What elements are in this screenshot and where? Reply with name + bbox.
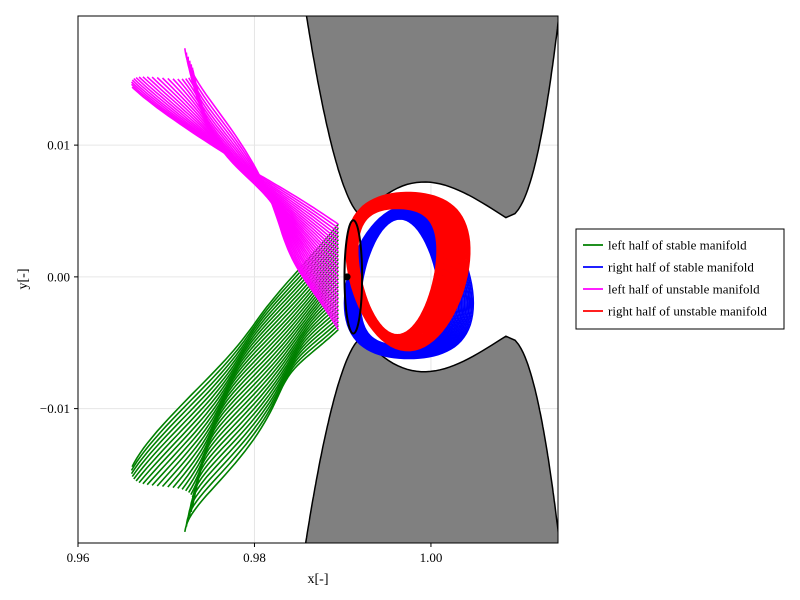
manifold-trajectory	[146, 254, 339, 486]
series-left-half-of-stable-manifold	[130, 223, 339, 533]
forbidden-region-top	[305, 16, 558, 219]
manifold-trajectory	[131, 223, 339, 468]
y-axis-ticks: −0.01 0.00 0.01	[40, 138, 78, 416]
manifold-trajectory	[185, 325, 339, 527]
x-axis-ticks: 0.96 0.98 1.00	[67, 543, 443, 565]
x-tick-label: 0.96	[67, 550, 90, 565]
manifold-trajectory	[172, 274, 339, 489]
series-left-half-of-unstable-manifold	[130, 48, 339, 331]
manifold-trajectory	[188, 317, 339, 517]
legend-label: left half of unstable manifold	[608, 282, 760, 297]
manifold-trajectory	[131, 86, 339, 225]
manifold-trajectory	[135, 77, 339, 245]
y-tick-label: 0.01	[47, 138, 70, 153]
manifold-trajectory	[161, 266, 339, 488]
equilibrium-point	[343, 273, 351, 281]
manifold-trajectory	[156, 262, 339, 487]
legend-label: right half of stable manifold	[608, 260, 754, 275]
legend: left half of stable manifold right half o…	[575, 228, 785, 330]
x-tick-label: 0.98	[243, 550, 266, 565]
y-tick-label: 0.00	[47, 269, 70, 284]
y-axis-label: y[-]	[16, 269, 31, 290]
legend-label: left half of stable manifold	[608, 238, 747, 253]
manifold-trajectory	[167, 270, 339, 488]
forbidden-region-bottom	[304, 335, 558, 543]
manifold-trajectory	[181, 282, 339, 490]
x-tick-label: 1.00	[420, 550, 443, 565]
plot-frame	[77, 15, 559, 544]
manifold-trajectory	[177, 278, 339, 489]
manifold-trajectory	[151, 258, 339, 486]
manifold-trajectory	[131, 79, 339, 237]
legend-box	[575, 228, 785, 330]
manifold-trajectory	[184, 329, 339, 533]
x-axis-label: x[-]	[308, 572, 329, 587]
legend-label: right half of unstable manifold	[608, 304, 767, 319]
manifold-trajectory	[187, 321, 339, 522]
y-tick-label: −0.01	[40, 401, 70, 416]
manifold-trajectory	[190, 313, 339, 512]
